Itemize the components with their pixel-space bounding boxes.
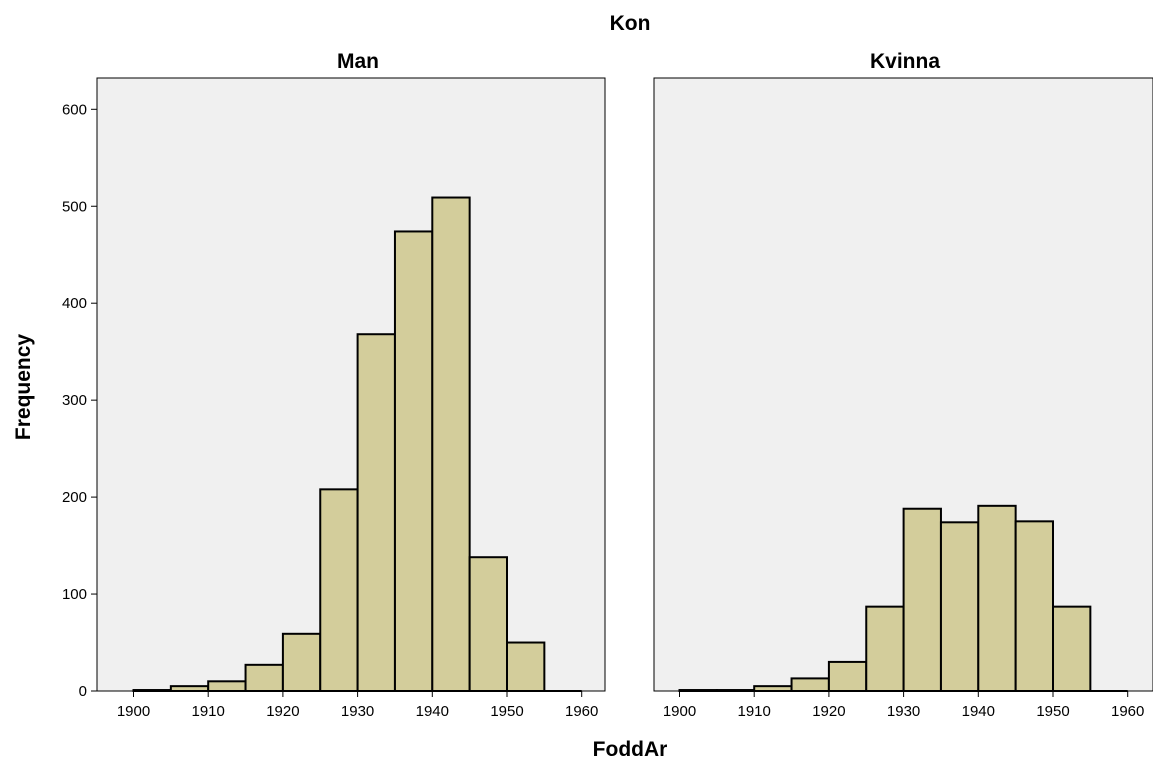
x-axis-label: FoddAr bbox=[593, 738, 668, 761]
bar-man-1930 bbox=[356, 333, 396, 692]
bar-kvinna-1910 bbox=[753, 685, 793, 693]
bar-kvinna-1930 bbox=[902, 507, 942, 693]
y-tick-label-100: 100 bbox=[62, 586, 87, 603]
bar-man-1950 bbox=[506, 641, 546, 693]
y-tick-label-300: 300 bbox=[62, 392, 87, 409]
x-tick-label-man-1930: 1930 bbox=[341, 703, 374, 720]
x-tick-label-man-1960: 1960 bbox=[565, 703, 598, 720]
bar-kvinna-1950 bbox=[1052, 605, 1092, 692]
y-axis-label: Frequency bbox=[12, 334, 35, 441]
x-tick-label-kvinna-1940: 1940 bbox=[962, 703, 995, 720]
bar-man-1905 bbox=[169, 685, 210, 693]
x-tick-label-man-1920: 1920 bbox=[266, 703, 299, 720]
x-tick-label-man-1940: 1940 bbox=[416, 703, 449, 720]
bar-man-1920 bbox=[281, 632, 322, 692]
bar-man-1925 bbox=[319, 488, 359, 692]
x-tick-label-man-1910: 1910 bbox=[192, 703, 225, 720]
bar-kvinna-1940 bbox=[977, 504, 1017, 692]
x-tick-label-kvinna-1930: 1930 bbox=[887, 703, 920, 720]
y-tick-label-400: 400 bbox=[62, 295, 87, 312]
bar-kvinna-1920 bbox=[827, 660, 868, 692]
bar-kvinna-1900 bbox=[678, 689, 718, 693]
y-tick-label-500: 500 bbox=[62, 198, 87, 215]
bar-kvinna-1925 bbox=[865, 605, 905, 692]
bar-man-1935 bbox=[393, 230, 434, 692]
bar-kvinna-1915 bbox=[790, 677, 830, 692]
x-tick-label-kvinna-1960: 1960 bbox=[1111, 703, 1144, 720]
x-tick-label-man-1900: 1900 bbox=[117, 703, 150, 720]
y-tick-label-600: 600 bbox=[62, 101, 87, 118]
y-tick-label-0: 0 bbox=[79, 683, 87, 700]
bars-kvinna bbox=[678, 504, 1128, 693]
y-tick-label-200: 200 bbox=[62, 489, 87, 506]
bar-kvinna-1945 bbox=[1014, 520, 1055, 693]
y-axis-man: 0 100 200 300 400 500 600 bbox=[62, 101, 97, 700]
bar-man-1915 bbox=[244, 663, 284, 692]
x-tick-label-man-1950: 1950 bbox=[490, 703, 523, 720]
bar-kvinna-1935 bbox=[939, 521, 980, 692]
panel-variable-title: Kon bbox=[610, 12, 651, 35]
bar-kvinna-1905 bbox=[715, 689, 756, 693]
bar-man-1910 bbox=[207, 680, 247, 692]
x-axis-man: 1900 1910 1920 1930 1940 1950 1960 bbox=[117, 691, 598, 720]
x-tick-label-kvinna-1920: 1920 bbox=[812, 703, 845, 720]
panel-title-man: Man bbox=[337, 50, 379, 73]
bar-man-1900 bbox=[132, 689, 172, 693]
panel-kvinna: Kvinna 1900 1910 1920 1930 1940 1950 1960 bbox=[653, 50, 1153, 720]
x-tick-label-kvinna-1900: 1900 bbox=[663, 703, 696, 720]
x-axis-kvinna: 1900 1910 1920 1930 1940 1950 1960 bbox=[663, 691, 1144, 720]
x-tick-label-kvinna-1950: 1950 bbox=[1036, 703, 1069, 720]
bar-man-1940 bbox=[431, 196, 471, 692]
panel-title-kvinna: Kvinna bbox=[870, 50, 940, 73]
bar-man-1945 bbox=[468, 556, 508, 692]
x-tick-label-kvinna-1910: 1910 bbox=[738, 703, 771, 720]
bars-man bbox=[132, 196, 582, 693]
panel-man: Man 0 100 200 300 400 500 600 1900 1910 1920 1930… bbox=[62, 50, 606, 720]
